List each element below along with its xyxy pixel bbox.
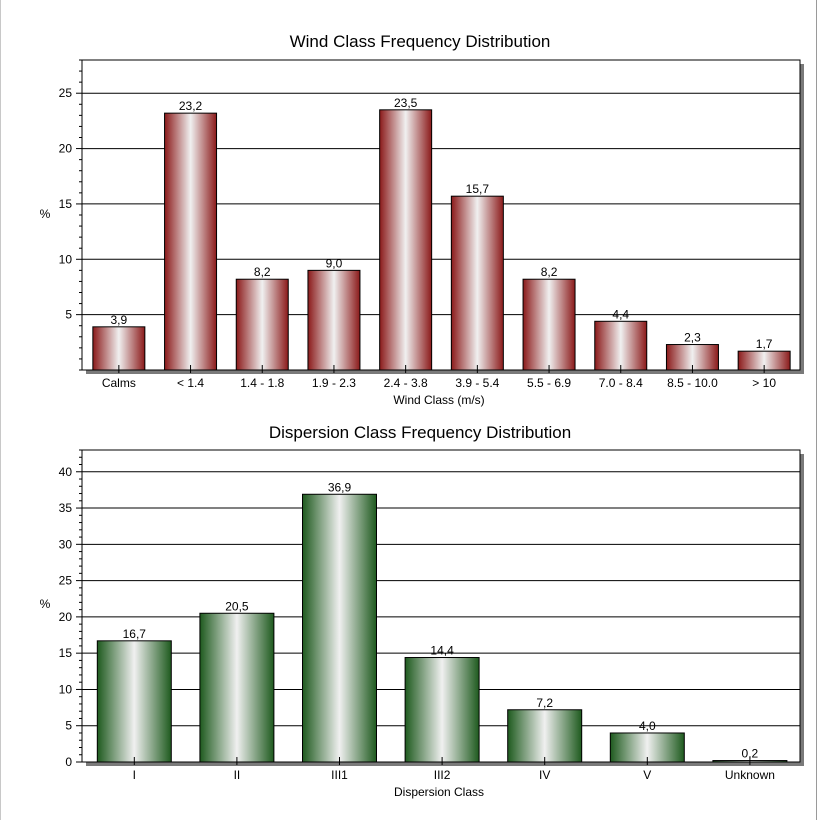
dispersion-chart-title: Dispersion Class Frequency Distribution <box>269 423 571 442</box>
wind-category-label: > 10 <box>752 376 776 390</box>
dispersion-bar <box>302 493 377 763</box>
wind-bar <box>307 269 361 371</box>
wind-y-tick-label: 10 <box>59 252 73 266</box>
dispersion-category-label: IV <box>539 768 550 782</box>
wind-chart-title: Wind Class Frequency Distribution <box>290 32 551 51</box>
wind-bar <box>235 278 289 371</box>
window-left-border <box>0 0 1 820</box>
dispersion-category-label: III2 <box>434 768 451 782</box>
wind-category-label: 2.4 - 3.8 <box>384 376 428 390</box>
dispersion-value-label: 7,2 <box>536 696 553 710</box>
dispersion-value-label: 36,9 <box>328 480 352 494</box>
dispersion-y-tick-label: 25 <box>59 574 73 588</box>
wind-value-label: 8,2 <box>254 265 271 279</box>
dispersion-bar <box>199 612 275 763</box>
dispersion-value-label: 16,7 <box>123 627 147 641</box>
dispersion-y-tick-label: 40 <box>59 465 73 479</box>
wind-chart: Wind Class Frequency Distribution 5 10 15 2… <box>40 32 804 407</box>
wind-value-label: 23,2 <box>179 99 203 113</box>
wind-y-tick-label: 20 <box>59 142 73 156</box>
dispersion-value-label: 20,5 <box>225 599 249 613</box>
wind-bar <box>450 195 504 371</box>
dispersion-value-label: 14,4 <box>430 644 454 658</box>
wind-category-label: 7.0 - 8.4 <box>599 376 643 390</box>
wind-value-label: 9,0 <box>326 256 343 270</box>
dispersion-bar <box>96 640 172 763</box>
wind-bar <box>164 112 218 371</box>
dispersion-category-label: Unknown <box>725 768 775 782</box>
dispersion-bar <box>404 657 480 763</box>
wind-value-label: 23,5 <box>394 96 418 110</box>
wind-y-tick-label: 25 <box>59 86 73 100</box>
dispersion-category-label: II <box>234 768 241 782</box>
dispersion-category-label: III1 <box>331 768 348 782</box>
wind-y-axis-label: % <box>40 207 51 221</box>
wind-category-label: 3.9 - 5.4 <box>455 376 499 390</box>
dispersion-y-tick-label: 35 <box>59 501 73 515</box>
wind-value-label: 15,7 <box>466 182 490 196</box>
wind-x-axis-label: Wind Class (m/s) <box>393 393 484 407</box>
wind-category-label: 1.4 - 1.8 <box>240 376 284 390</box>
wind-bar <box>522 278 576 371</box>
wind-category-label: 1.9 - 2.3 <box>312 376 356 390</box>
dispersion-y-tick-label: 5 <box>65 719 72 733</box>
wind-y-tick-label: 15 <box>59 197 73 211</box>
dispersion-value-label: 0,2 <box>742 747 759 761</box>
wind-bar <box>594 320 648 371</box>
wind-category-label: Calms <box>102 376 136 390</box>
dispersion-y-tick-label: 20 <box>59 610 73 624</box>
wind-category-label: 8.5 - 10.0 <box>667 376 718 390</box>
wind-value-label: 1,7 <box>756 337 773 351</box>
dispersion-plot-area: 0 5 10 15 20 25 30 35 40 16,7 I 20,5 II 36,9 III1 14,4 I… <box>59 449 804 782</box>
wind-value-label: 8,2 <box>541 265 558 279</box>
dispersion-y-tick-label: 30 <box>59 537 73 551</box>
dispersion-category-label: V <box>643 768 651 782</box>
wind-bar <box>379 109 433 371</box>
dispersion-y-tick-label: 10 <box>59 682 73 696</box>
dispersion-chart: Dispersion Class Frequency Distribution … <box>40 423 804 799</box>
dispersion-x-axis-label: Dispersion Class <box>394 785 484 799</box>
wind-plot-area: 5 10 15 20 25 3,9 Calms 23,2 < 1.4 8,2 1.4 - 1.8 9,… <box>59 59 804 390</box>
wind-bar <box>92 326 146 371</box>
wind-value-label: 3,9 <box>111 313 128 327</box>
dispersion-category-label: I <box>133 768 136 782</box>
dispersion-y-tick-label: 15 <box>59 646 73 660</box>
dispersion-bar <box>507 709 583 763</box>
dispersion-y-axis-label: % <box>40 597 51 611</box>
wind-value-label: 2,3 <box>684 331 701 345</box>
wind-value-label: 4,4 <box>612 307 629 321</box>
wind-y-tick-label: 5 <box>65 308 72 322</box>
wind-category-label: < 1.4 <box>177 376 204 390</box>
dispersion-y-tick-label: 0 <box>65 755 72 769</box>
dispersion-value-label: 4,0 <box>639 719 656 733</box>
wind-category-label: 5.5 - 6.9 <box>527 376 571 390</box>
